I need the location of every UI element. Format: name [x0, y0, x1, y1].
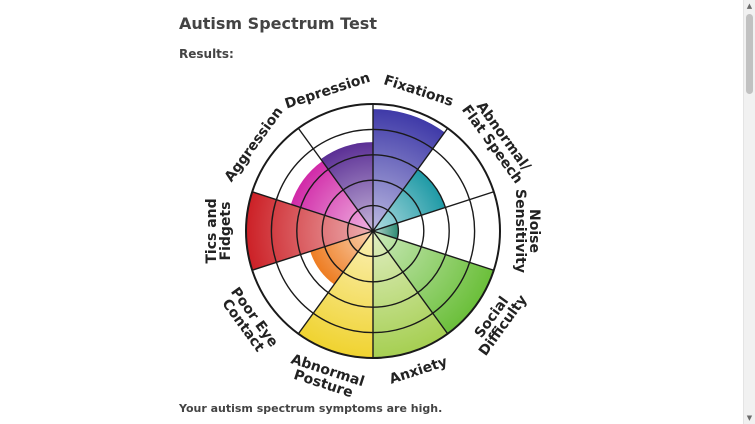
scroll-down-arrow-icon[interactable]: ▼ — [746, 414, 753, 422]
grid-spoke — [297, 127, 374, 232]
grid-spoke — [372, 127, 449, 232]
scrollbar-thumb[interactable] — [746, 14, 753, 94]
sector-aggression — [290, 161, 373, 231]
grid-spoke — [251, 191, 374, 232]
results-label: Results: — [179, 47, 234, 61]
category-label: Fixations — [382, 72, 456, 110]
sector-social-difficulty — [373, 231, 494, 334]
grid-spoke — [297, 230, 374, 335]
category-label: AbnormalPosture — [285, 351, 367, 400]
sector-anxiety — [373, 231, 448, 358]
sector-noise-sensitivity — [373, 223, 399, 239]
sector-fixations — [373, 109, 445, 231]
sector-tics-and-fidgets — [246, 191, 373, 271]
category-label: Anxiety — [387, 354, 449, 388]
category-label: Aggression — [222, 104, 287, 185]
grid-spoke — [251, 230, 374, 271]
category-label: Depression — [283, 70, 372, 112]
sector-abnormal-flat-speech — [373, 169, 446, 231]
vertical-scrollbar[interactable]: ▲ ▼ — [743, 0, 755, 424]
results-summary: Your autism spectrum symptoms are high. — [179, 402, 443, 415]
sector-abnormal-posture — [298, 231, 373, 358]
grid-spoke — [372, 230, 495, 271]
sector-poor-eye-contact — [310, 231, 373, 285]
category-label: Poor EyeContact — [216, 285, 281, 359]
category-label: Abnormal/Flat Speech — [458, 94, 537, 187]
grid-spoke — [372, 191, 495, 232]
page-title: Autism Spectrum Test — [179, 14, 377, 33]
category-label: Tics andFidgets — [204, 198, 234, 263]
scroll-up-arrow-icon[interactable]: ▲ — [746, 2, 753, 10]
category-label: NoiseSensitivity — [512, 189, 542, 273]
grid-spoke — [372, 230, 449, 335]
